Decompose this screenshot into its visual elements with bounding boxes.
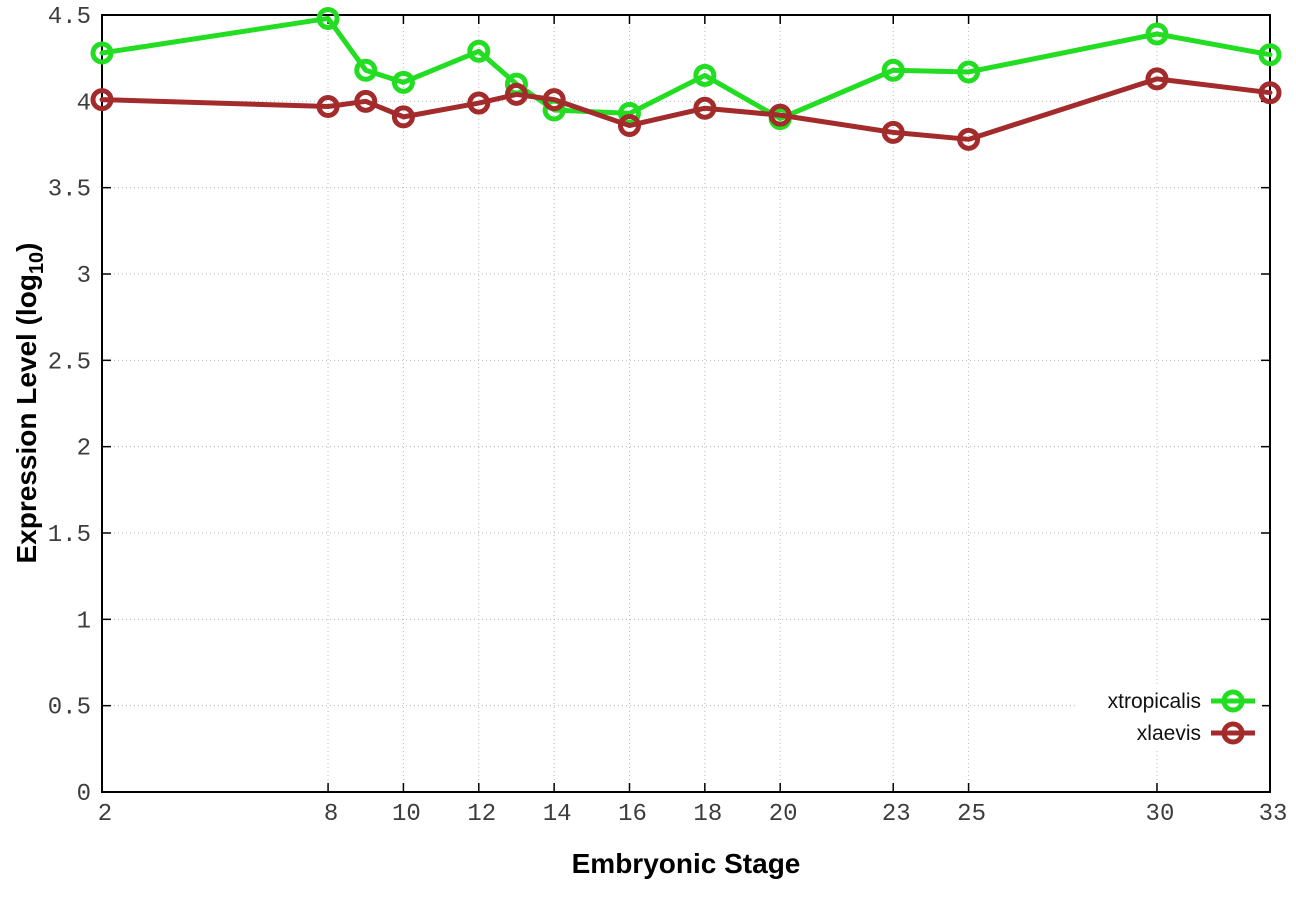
x-tick-label: 2 — [98, 801, 112, 828]
data-point-xlaevis — [881, 120, 905, 144]
data-point-xtropicalis — [90, 41, 114, 65]
data-point-xlaevis — [693, 96, 717, 120]
data-point-xlaevis — [504, 82, 528, 106]
x-tick-label: 18 — [693, 801, 722, 828]
x-tick-label: 25 — [957, 801, 986, 828]
data-point-xlaevis — [90, 88, 114, 112]
legend-marker-xtropicalis — [1211, 689, 1255, 713]
data-point-xtropicalis — [957, 60, 981, 84]
x-axis-title: Embryonic Stage — [571, 848, 801, 879]
y-tick-label: 4 — [77, 90, 91, 117]
y-tick-label: 0 — [77, 781, 91, 808]
legend-label-xlaevis: xlaevis — [1136, 721, 1201, 745]
data-point-xlaevis — [957, 127, 981, 151]
data-point-xtropicalis — [391, 70, 415, 94]
data-point-xlaevis — [467, 91, 491, 115]
data-point-xtropicalis — [1145, 22, 1169, 46]
legend-item-xlaevis: xlaevis — [1076, 717, 1262, 749]
legend-label-xtropicalis: xtropicalis — [1107, 689, 1201, 713]
legend: xtropicalis xlaevis — [1076, 684, 1262, 750]
series-line-xlaevis — [99, 76, 1273, 142]
x-tick-label: 10 — [392, 801, 421, 828]
data-point-xlaevis — [354, 89, 378, 113]
y-tick-label: 3 — [77, 263, 91, 290]
x-tick-label: 30 — [1146, 801, 1175, 828]
data-point-xtropicalis — [467, 39, 491, 63]
data-point-xtropicalis — [617, 101, 641, 125]
x-tick-label: 33 — [1259, 801, 1288, 828]
data-point-xlaevis — [768, 103, 792, 127]
data-point-xlaevis — [391, 105, 415, 129]
y-axis-title-text: Expression Level (log — [11, 274, 42, 564]
y-tick-label: 3.5 — [48, 177, 91, 204]
x-tick-label: 20 — [769, 801, 798, 828]
data-point-xtropicalis — [693, 63, 717, 87]
data-point-xlaevis — [617, 114, 641, 138]
x-tick-label: 23 — [882, 801, 911, 828]
x-tick-label: 8 — [324, 801, 338, 828]
data-point-xlaevis — [1145, 67, 1169, 91]
legend-item-xtropicalis: xtropicalis — [1076, 685, 1262, 717]
data-point-xlaevis — [316, 95, 340, 119]
legend-point-sample — [1221, 721, 1245, 745]
data-point-xtropicalis — [354, 58, 378, 82]
y-tick-label: 0.5 — [48, 695, 91, 722]
y-tick-label: 4.5 — [48, 4, 91, 31]
x-tick-label: 14 — [543, 801, 572, 828]
legend-point-sample — [1221, 689, 1245, 713]
data-point-xtropicalis — [316, 6, 340, 30]
data-point-xlaevis — [542, 88, 566, 112]
y-axis-title-close: ) — [11, 242, 42, 252]
y-tick-label: 1.5 — [48, 522, 91, 549]
plot-border — [101, 14, 1271, 793]
legend-marker-xlaevis — [1211, 721, 1255, 745]
y-tick-label: 2 — [77, 436, 91, 463]
x-tick-label: 12 — [467, 801, 496, 828]
y-axis-title: Expression Level (log10) — [11, 243, 49, 564]
data-point-xlaevis — [1258, 81, 1282, 105]
data-point-xtropicalis — [1258, 43, 1282, 67]
y-tick-label: 1 — [77, 608, 91, 635]
data-point-xtropicalis — [881, 58, 905, 82]
y-axis-title-subscript: 10 — [26, 251, 48, 275]
y-tick-label: 2.5 — [48, 349, 91, 376]
x-tick-label: 16 — [618, 801, 647, 828]
